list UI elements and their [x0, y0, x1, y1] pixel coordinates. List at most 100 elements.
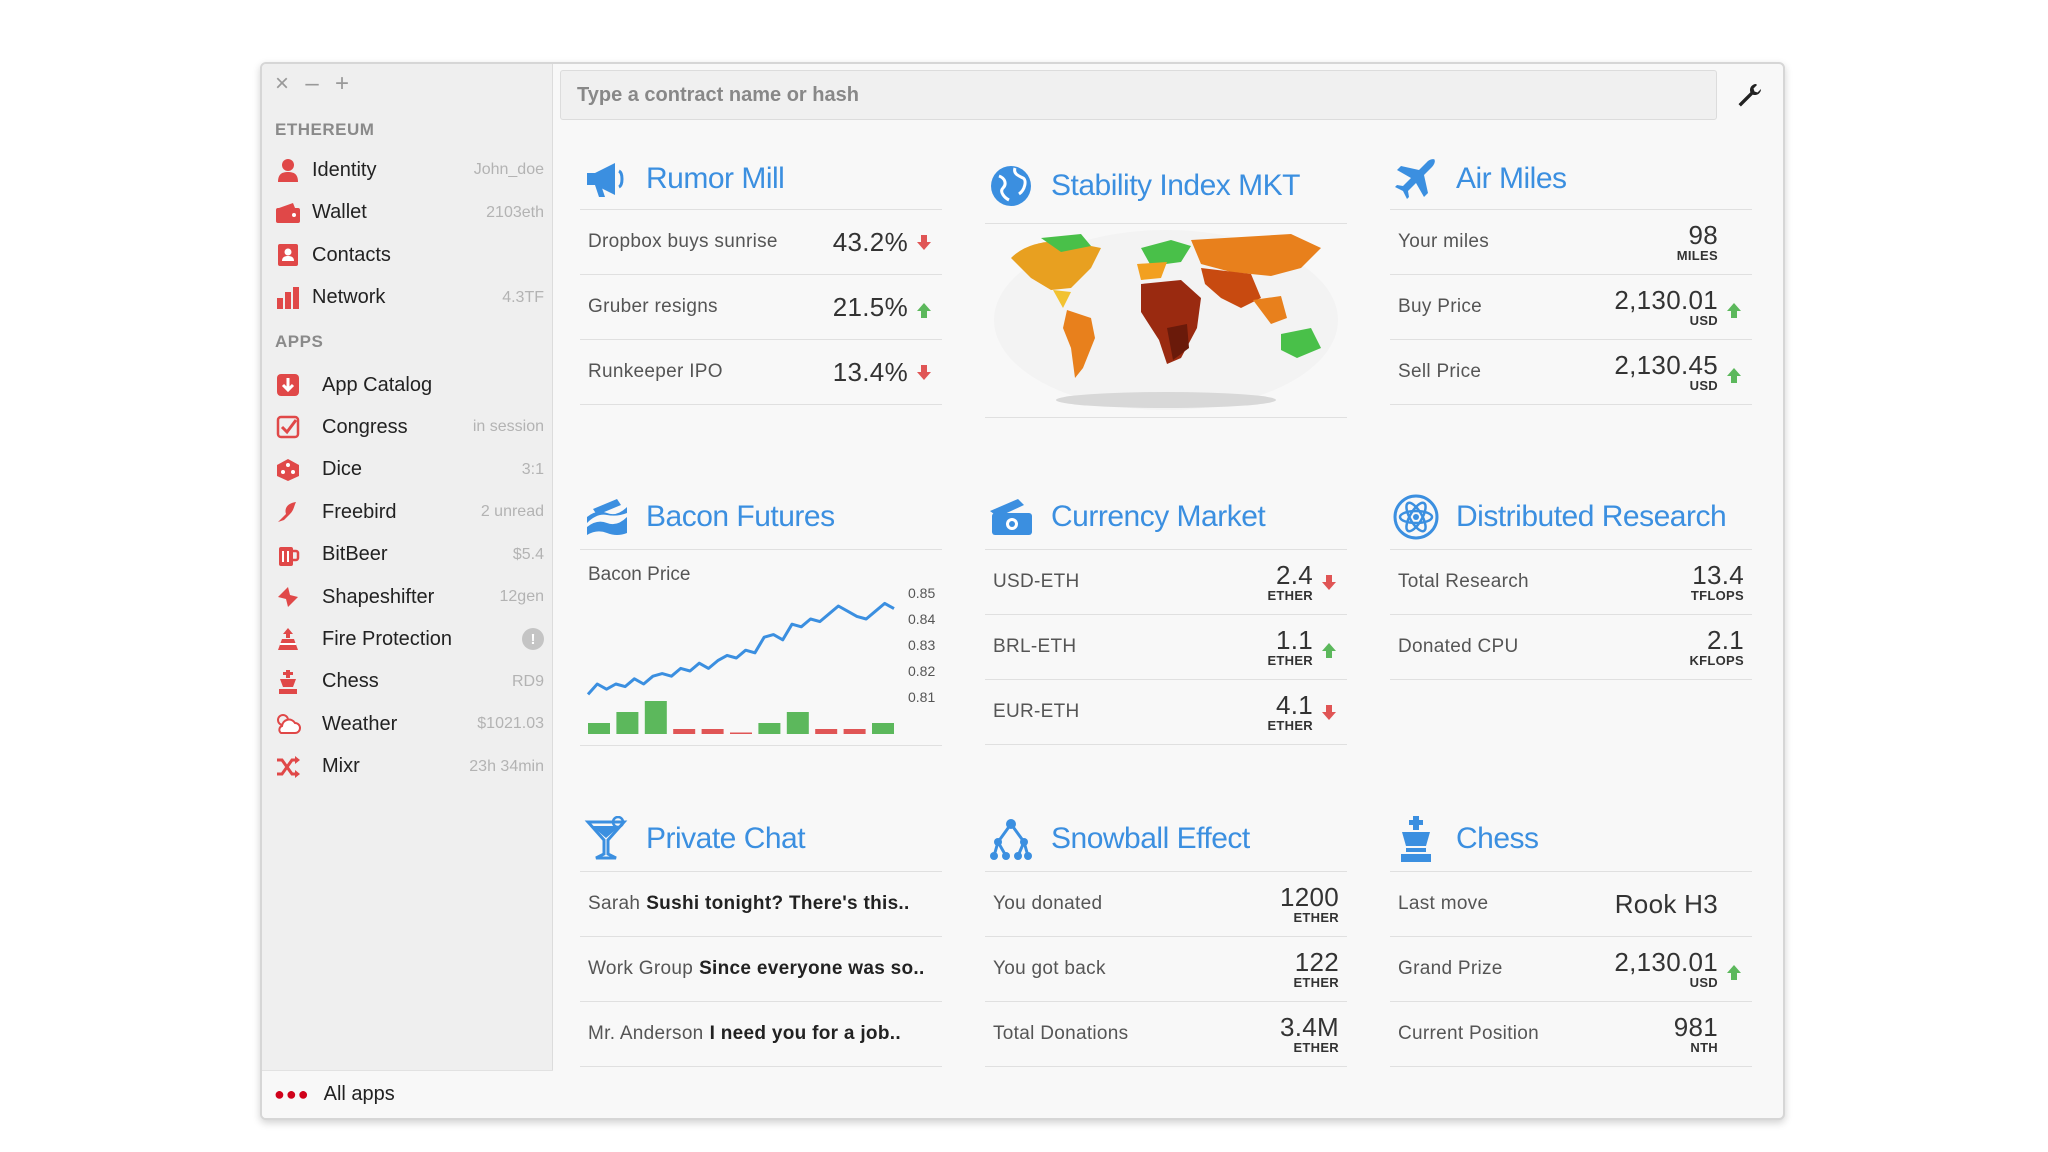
chat-message-row[interactable]: Mr. Anderson I need you for a job.. [580, 1002, 942, 1067]
row-value: 2.4 [1275, 560, 1313, 590]
sidebar-item-label: Wallet [312, 201, 367, 223]
rumor-mill-title[interactable]: Rumor Mill [580, 148, 942, 210]
minimize-icon[interactable]: – [305, 70, 319, 97]
row-up-arrow-icon [1319, 637, 1339, 658]
row-value-stack: 1200 ETHER [1280, 884, 1339, 924]
chess-row[interactable]: Current Position 981 NTH [1390, 1002, 1752, 1067]
sidebar-item-chess[interactable]: Chess RD9 [274, 662, 544, 702]
sidebar-item-shapeshifter[interactable]: Shapeshifter 12gen [274, 577, 544, 617]
row-up-arrow-icon [1724, 362, 1744, 383]
research-row[interactable]: Total Research 13.4 TFLOPS [1390, 550, 1752, 615]
chat-preview: Work Group Since everyone was so.. [588, 958, 934, 980]
row-label: Donated CPU [1398, 636, 1519, 657]
sidebar-item-network[interactable]: Network 4.3TF [274, 278, 544, 318]
wrench-icon [1738, 83, 1761, 107]
row-value: 2.1 [1706, 625, 1744, 655]
sidebar-item-meta: 23h 34min [469, 757, 544, 775]
private-chat-rows: Sarah Sushi tonight? There's this.. Work G… [580, 872, 942, 1067]
sidebar-item-congress[interactable]: Congress in session [274, 407, 544, 447]
close-icon[interactable]: × [274, 70, 289, 97]
research-title[interactable]: Distributed Research [1390, 484, 1752, 550]
volume-bar [616, 712, 639, 734]
air-miles-rows: Your miles 98 MILES Buy Price 2,130.01 USD Sel… [1390, 210, 1752, 405]
currency-row[interactable]: EUR-ETH 4.1 ETHER [985, 680, 1347, 745]
air-miles-row[interactable]: Sell Price 2,130.45 USD [1390, 340, 1752, 405]
research-row[interactable]: Donated CPU 2.1 KFLOPS [1390, 615, 1752, 680]
row-label: Total Donations [993, 1023, 1129, 1044]
rumor-mill-widget: Rumor Mill Dropbox buys sunrise 43.2% Grub… [580, 148, 942, 405]
sidebar-item-meta: 2103eth [486, 203, 544, 221]
currency-row[interactable]: BRL-ETH 1.1 ETHER [985, 615, 1347, 680]
row-label: Sell Price [1398, 361, 1482, 382]
snowball-row[interactable]: Total Donations 3.4M ETHER [985, 1002, 1347, 1067]
search-input[interactable]: Type a contract name or hash [560, 70, 1717, 120]
sidebar-item-meta: RD9 [511, 672, 544, 690]
currency-row[interactable]: USD-ETH 2.4 ETHER [985, 550, 1347, 615]
rumor-mill-row[interactable]: Dropbox buys sunrise 43.2% [580, 210, 942, 275]
cocktail-icon [580, 813, 632, 865]
sidebar-item-bitbeer[interactable]: BitBeer $5.4 [274, 535, 544, 575]
chat-message-row[interactable]: Sarah Sushi tonight? There's this.. [580, 872, 942, 937]
chat-preview: Sarah Sushi tonight? There's this.. [588, 893, 934, 915]
row-unit: USD [1689, 378, 1718, 393]
sidebar-item-dice[interactable]: Dice 3:1 [274, 450, 544, 490]
row-label: Your miles [1398, 231, 1490, 252]
snowball-title-text: Snowball Effect [1051, 821, 1250, 855]
chess-widget: Chess Last move Rook H3 Grand Prize 2,130.0… [1390, 806, 1752, 1067]
bacon-futures-title[interactable]: Bacon Futures [580, 484, 942, 550]
row-unit: ETHER [1293, 910, 1339, 925]
row-value: 21.5% [832, 291, 908, 322]
sidebar-item-mixr[interactable]: Mixr 23h 34min [274, 747, 544, 787]
row-value: 3.4M [1279, 1012, 1339, 1042]
sidebar-item-identity[interactable]: Identity John_doe [274, 150, 544, 190]
snowball-row[interactable]: You got back 122 ETHER [985, 937, 1347, 1002]
more-dots-icon: ●●● [274, 1084, 310, 1104]
rumor-mill-row[interactable]: Gruber resigns 21.5% [580, 275, 942, 340]
globe-icon [985, 160, 1037, 212]
air-miles-title[interactable]: Air Miles [1390, 148, 1752, 210]
research-rows: Total Research 13.4 TFLOPS Donated CPU 2.1 KF… [1390, 550, 1752, 680]
chess-row[interactable]: Last move Rook H3 [1390, 872, 1752, 937]
checkbox-icon [274, 413, 302, 441]
sidebar-item-freebird[interactable]: Freebird 2 unread [274, 492, 544, 532]
snowball-title[interactable]: Snowball Effect [985, 806, 1347, 872]
wrench-button[interactable] [1724, 70, 1774, 120]
air-miles-row[interactable]: Your miles 98 MILES [1390, 210, 1752, 275]
row-value-stack: 2.4 ETHER [1267, 562, 1313, 602]
sidebar-item-contacts[interactable]: Contacts [274, 235, 544, 275]
rumor-mill-row[interactable]: Runkeeper IPO 13.4% [580, 340, 942, 405]
chess-rows: Last move Rook H3 Grand Prize 2,130.01 USD Cu… [1390, 872, 1752, 1067]
sidebar-item-app-catalog[interactable]: App Catalog [274, 365, 544, 405]
air-miles-title-text: Air Miles [1456, 161, 1567, 195]
chat-message: Sushi tonight? There's this.. [646, 893, 910, 914]
sidebar-item-meta: 2 unread [480, 503, 544, 521]
research-title-text: Distributed Research [1456, 499, 1727, 533]
all-apps-button[interactable]: ●●● All apps [262, 1070, 553, 1118]
chess-title[interactable]: Chess [1390, 806, 1752, 872]
sidebar-item-fire-protection[interactable]: Fire Protection! [274, 619, 544, 659]
volume-bar [786, 712, 809, 734]
megaphone-icon [580, 153, 632, 205]
row-value-stack: 2,130.01 USD [1614, 949, 1718, 989]
bacon-futures-title-text: Bacon Futures [646, 499, 835, 533]
air-miles-row[interactable]: Buy Price 2,130.01 USD [1390, 275, 1752, 340]
private-chat-title[interactable]: Private Chat [580, 806, 942, 872]
currency-market-title[interactable]: Currency Market [985, 484, 1347, 550]
stability-widget: Stability Index MKT [985, 148, 1347, 418]
sidebar-item-wallet[interactable]: Wallet 2103eth [274, 193, 544, 233]
chat-preview: Mr. Anderson I need you for a job.. [588, 1023, 934, 1045]
sidebar-item-weather[interactable]: Weather $1021.03 [274, 704, 544, 744]
maximize-icon[interactable]: + [334, 70, 349, 97]
row-label: Last move [1398, 893, 1489, 914]
sidebar-item-label: Weather [322, 712, 398, 735]
row-label: Current Position [1398, 1023, 1540, 1044]
wallet-icon [274, 199, 302, 227]
snowball-row[interactable]: You donated 1200 ETHER [985, 872, 1347, 937]
bacon-futures-widget: Bacon Futures Bacon Price 0.85 0.84 0.83 0.… [580, 484, 942, 746]
chat-message-row[interactable]: Work Group Since everyone was so.. [580, 937, 942, 1002]
stability-title[interactable]: Stability Index MKT [985, 148, 1347, 224]
chess-row[interactable]: Grand Prize 2,130.01 USD [1390, 937, 1752, 1002]
row-label: Gruber resigns [588, 296, 718, 317]
chat-sender: Work Group [588, 958, 694, 979]
bacon-chart: Bacon Price 0.85 0.84 0.83 0.82 0.81 [580, 550, 942, 746]
